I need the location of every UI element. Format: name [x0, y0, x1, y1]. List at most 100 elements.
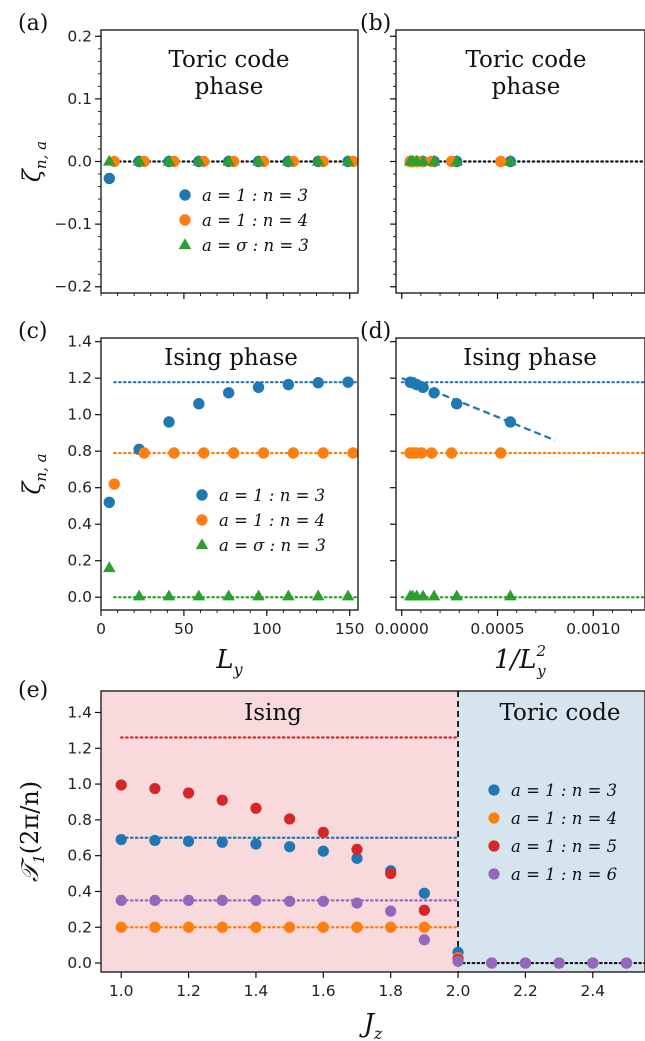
panel-e: 0.0 0.2 0.4 0.6 0.8 1.0 1.2 1.4 1.0 1.2 1.4 1.6 1.8 2… — [16, 678, 645, 1041]
legend-marker — [488, 784, 500, 796]
legend-marker — [196, 514, 208, 526]
data-point — [216, 894, 228, 907]
x-tick-label: 2.0 — [446, 982, 471, 1000]
data-point — [252, 381, 265, 393]
x-axis-label-sub: y — [233, 660, 244, 679]
legend-marker — [178, 238, 192, 250]
y-tick-label: −0.2 — [54, 278, 92, 296]
data-point — [250, 838, 262, 850]
y-tick-label: 0.1 — [67, 90, 92, 108]
x-tick-label: 150 — [335, 620, 365, 638]
panel-d: 0.0000 0.0005 0.0010 (d) Ising phase 1/L2 y — [360, 319, 645, 680]
x-tick-label: 1.8 — [378, 982, 403, 1000]
panel-label: (d) — [360, 319, 391, 344]
data-point — [182, 787, 195, 799]
y-tick-label: 0.0 — [67, 954, 92, 972]
data-point — [317, 921, 329, 933]
x-axis-label-main: J — [359, 1009, 376, 1039]
x-tick-label: 2.4 — [580, 982, 605, 1000]
series-2 — [108, 447, 358, 490]
data-point — [103, 172, 115, 185]
data-point-triangle — [427, 589, 441, 601]
data-point — [317, 895, 329, 907]
data-point — [418, 934, 430, 946]
series-3 — [103, 154, 355, 166]
legend-label: a = 1 : n = 5 — [511, 837, 617, 856]
x-tick-label: 1.4 — [244, 982, 269, 1000]
panel-annotation: Ising phase — [164, 345, 298, 371]
legend-label: a = 1 : n = 3 — [202, 186, 308, 205]
data-point-triangle — [282, 589, 295, 601]
x-axis-label-main: 1/L — [494, 645, 537, 675]
y-tick-label: 0.8 — [67, 442, 92, 460]
x-axis-label: Ly — [215, 645, 243, 679]
data-point — [342, 376, 354, 388]
panel-annotation: Ising phase — [463, 345, 597, 371]
panel-annotation: phase — [492, 74, 561, 100]
region-label-ising: Ising — [244, 700, 302, 726]
x-axis-label-sub: y — [536, 662, 546, 680]
y-tick-label: 1.4 — [67, 333, 92, 351]
data-point-triangle — [162, 589, 176, 601]
data-point-triangle — [416, 154, 430, 166]
y-tick-label: 1.2 — [67, 369, 92, 387]
data-point — [317, 826, 329, 838]
y-axis-label-arg: (2π/n) — [16, 781, 44, 854]
data-point — [284, 841, 296, 853]
data-point — [415, 447, 428, 459]
data-point — [284, 921, 296, 933]
data-point-triangle — [252, 154, 265, 166]
data-point — [425, 447, 438, 459]
y-tick-label: 1.0 — [67, 406, 92, 424]
data-point — [227, 447, 240, 459]
series-1 — [404, 376, 517, 428]
data-point-triangle — [450, 589, 463, 601]
data-point — [312, 377, 324, 389]
panel-annotation: phase — [195, 74, 264, 100]
toric-region — [458, 691, 645, 972]
y-tick-label: 0.4 — [67, 882, 92, 900]
data-point-triangle — [222, 589, 235, 601]
y-axis-label: 𝒯1(2π/n) — [16, 781, 48, 882]
data-point — [216, 836, 228, 848]
data-point-triangle — [103, 154, 116, 166]
data-point — [519, 957, 532, 969]
data-point — [385, 921, 397, 933]
data-point — [385, 905, 397, 917]
x-axis-label-sub: z — [373, 1024, 383, 1041]
axes-frame — [395, 337, 645, 611]
data-point — [115, 833, 127, 846]
panel-label: (e) — [18, 678, 48, 703]
legend-label: a = 1 : n = 4 — [511, 809, 617, 828]
y-tick-label: 0.2 — [67, 27, 92, 45]
data-point — [284, 813, 296, 825]
x-axis-label: Jz — [359, 1009, 383, 1041]
plot-area-a — [103, 154, 358, 185]
panel-label: (b) — [360, 11, 391, 36]
data-point — [257, 447, 270, 459]
y-axis-label: ζn, a — [18, 453, 50, 494]
data-point — [282, 378, 295, 391]
y-axis-label: ζn, a — [18, 141, 50, 182]
x-tick-label: 2.2 — [513, 982, 538, 1000]
series-3 — [403, 589, 517, 601]
data-point — [418, 904, 430, 916]
y-axis-label-main: ζ — [18, 167, 46, 182]
y-tick-label: 0.8 — [67, 811, 92, 829]
x-tick-label: 0.0010 — [566, 620, 620, 638]
data-point — [287, 447, 300, 459]
y-tick-label: 0.0 — [67, 153, 92, 171]
data-point — [553, 957, 565, 969]
y-tick-label: 1.2 — [67, 739, 92, 757]
data-point — [149, 782, 161, 795]
x-axis-label-main: L — [215, 645, 233, 675]
y-tick-label: 0.2 — [67, 552, 92, 570]
panel-annotation: Toric code — [168, 47, 289, 73]
data-point-triangle — [311, 154, 325, 166]
data-point — [163, 416, 175, 428]
x-tick-label: 0.0000 — [375, 620, 429, 638]
plot-area-b — [403, 154, 645, 168]
legend-marker — [196, 489, 208, 501]
x-axis-label: 1/L2 y — [494, 642, 546, 680]
